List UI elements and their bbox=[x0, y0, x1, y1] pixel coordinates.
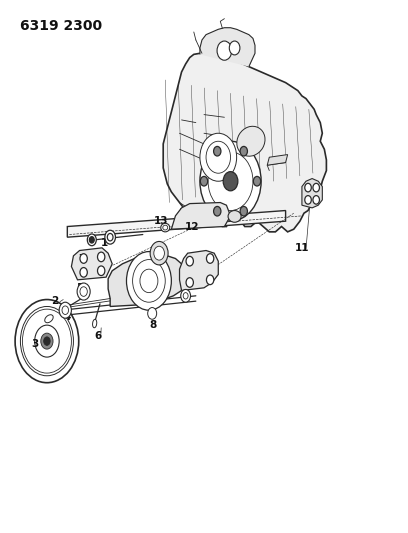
Circle shape bbox=[59, 302, 71, 318]
Circle shape bbox=[154, 246, 164, 260]
Polygon shape bbox=[67, 211, 286, 237]
Circle shape bbox=[148, 308, 157, 319]
Text: 11: 11 bbox=[295, 243, 309, 253]
Circle shape bbox=[313, 196, 319, 204]
Circle shape bbox=[80, 268, 87, 277]
Text: 10: 10 bbox=[184, 264, 199, 274]
Circle shape bbox=[62, 306, 69, 314]
Circle shape bbox=[206, 254, 214, 263]
Circle shape bbox=[140, 269, 158, 293]
Circle shape bbox=[126, 252, 171, 310]
Circle shape bbox=[186, 278, 193, 287]
Circle shape bbox=[98, 266, 105, 276]
Circle shape bbox=[35, 325, 59, 357]
Circle shape bbox=[89, 237, 94, 243]
Text: 7: 7 bbox=[78, 254, 85, 263]
Circle shape bbox=[15, 300, 79, 383]
Circle shape bbox=[105, 230, 115, 244]
Circle shape bbox=[206, 141, 231, 173]
Text: 6: 6 bbox=[94, 331, 102, 341]
Circle shape bbox=[223, 172, 238, 191]
Circle shape bbox=[107, 233, 113, 241]
Circle shape bbox=[44, 337, 50, 345]
Circle shape bbox=[214, 206, 221, 216]
Polygon shape bbox=[163, 53, 326, 232]
Circle shape bbox=[229, 41, 240, 55]
Circle shape bbox=[217, 41, 232, 60]
Circle shape bbox=[80, 287, 87, 296]
Circle shape bbox=[41, 333, 53, 349]
Circle shape bbox=[214, 147, 221, 156]
Circle shape bbox=[240, 147, 247, 156]
Text: 13: 13 bbox=[154, 216, 169, 226]
Circle shape bbox=[133, 260, 165, 302]
Polygon shape bbox=[71, 248, 112, 280]
Text: 5: 5 bbox=[76, 283, 83, 293]
Ellipse shape bbox=[45, 314, 53, 323]
Polygon shape bbox=[108, 255, 186, 306]
Text: 8: 8 bbox=[149, 320, 157, 330]
Circle shape bbox=[200, 133, 237, 181]
Polygon shape bbox=[171, 203, 231, 229]
Text: 4: 4 bbox=[64, 312, 71, 322]
Ellipse shape bbox=[161, 223, 170, 232]
Ellipse shape bbox=[93, 319, 97, 328]
Circle shape bbox=[150, 241, 168, 265]
Circle shape bbox=[200, 176, 208, 186]
Polygon shape bbox=[302, 179, 322, 208]
Ellipse shape bbox=[163, 225, 168, 230]
Circle shape bbox=[186, 256, 193, 266]
Circle shape bbox=[181, 289, 191, 302]
Text: 6319 2300: 6319 2300 bbox=[20, 19, 102, 33]
Text: 9: 9 bbox=[182, 294, 189, 303]
Text: 3: 3 bbox=[31, 339, 38, 349]
Text: 1: 1 bbox=[100, 238, 108, 247]
Circle shape bbox=[313, 183, 319, 192]
Circle shape bbox=[87, 234, 96, 246]
Circle shape bbox=[253, 176, 261, 186]
Circle shape bbox=[240, 206, 247, 216]
Circle shape bbox=[77, 283, 90, 300]
Ellipse shape bbox=[228, 211, 241, 222]
Circle shape bbox=[206, 275, 214, 285]
Circle shape bbox=[183, 293, 188, 299]
Circle shape bbox=[22, 309, 71, 373]
Ellipse shape bbox=[237, 126, 265, 156]
Circle shape bbox=[305, 196, 311, 204]
Polygon shape bbox=[200, 28, 255, 67]
Circle shape bbox=[208, 152, 253, 211]
Text: 12: 12 bbox=[184, 222, 199, 231]
Circle shape bbox=[305, 183, 311, 192]
Circle shape bbox=[200, 141, 261, 221]
Polygon shape bbox=[267, 155, 288, 165]
Circle shape bbox=[98, 252, 105, 262]
Text: 2: 2 bbox=[51, 296, 59, 306]
Circle shape bbox=[20, 306, 73, 376]
Polygon shape bbox=[180, 251, 218, 290]
Circle shape bbox=[80, 254, 87, 263]
